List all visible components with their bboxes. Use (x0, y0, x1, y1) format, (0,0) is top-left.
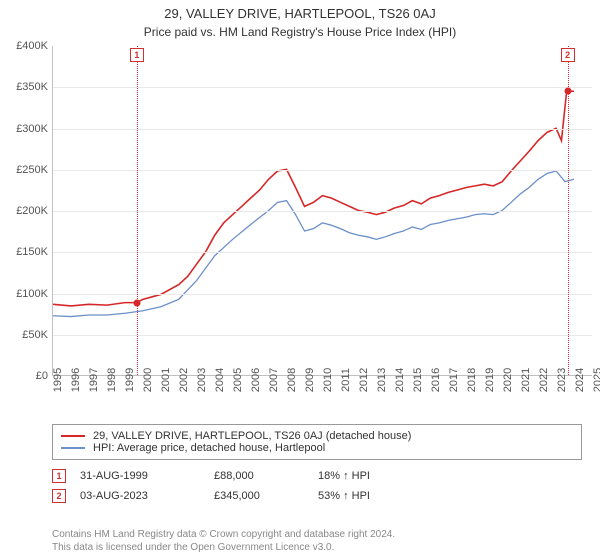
sale-vline (568, 46, 569, 375)
legend-row-hpi: HPI: Average price, detached house, Hart… (61, 442, 573, 454)
sale-row-date: 03-AUG-2023 (80, 490, 200, 502)
series-line-property (53, 91, 574, 306)
x-tick-label: 2008 (286, 368, 298, 392)
x-tick-label: 2004 (214, 368, 226, 392)
legend: 29, VALLEY DRIVE, HARTLEPOOL, TS26 0AJ (… (52, 424, 582, 506)
y-tick-label: £200K (16, 205, 48, 217)
footer-line-2: This data is licensed under the Open Gov… (52, 541, 582, 554)
page-subtitle: Price paid vs. HM Land Registry's House … (0, 21, 600, 39)
y-tick-label: £0 (36, 370, 48, 382)
gridline (53, 335, 592, 336)
sale-vline (137, 46, 138, 375)
gridline (53, 294, 592, 295)
x-tick-label: 2020 (502, 368, 514, 392)
x-tick-label: 2015 (412, 368, 424, 392)
legend-row-property: 29, VALLEY DRIVE, HARTLEPOOL, TS26 0AJ (… (61, 430, 573, 442)
sale-row-marker: 2 (52, 489, 66, 503)
x-tick-label: 2023 (556, 368, 568, 392)
chart: £0£50K£100K£150K£200K£250K£300K£350K£400… (0, 46, 600, 416)
sale-marker: 1 (130, 48, 144, 62)
footer: Contains HM Land Registry data © Crown c… (52, 528, 582, 554)
y-axis: £0£50K£100K£150K£200K£250K£300K£350K£400… (0, 46, 52, 376)
sale-row: 2 03-AUG-2023 £345,000 53% ↑ HPI (52, 486, 582, 506)
x-tick-label: 2007 (268, 368, 280, 392)
series-line-hpi (53, 171, 574, 317)
sale-marker: 2 (561, 48, 575, 62)
sale-row-price: £88,000 (214, 470, 304, 482)
x-tick-label: 2000 (142, 368, 154, 392)
y-tick-label: £150K (16, 246, 48, 258)
sale-rows: 1 31-AUG-1999 £88,000 18% ↑ HPI 2 03-AUG-2023… (52, 466, 582, 506)
x-tick-label: 2009 (304, 368, 316, 392)
x-tick-label: 2022 (538, 368, 550, 392)
x-tick-label: 2003 (196, 368, 208, 392)
legend-box: 29, VALLEY DRIVE, HARTLEPOOL, TS26 0AJ (… (52, 424, 582, 460)
sale-point (564, 88, 571, 95)
page-title: 29, VALLEY DRIVE, HARTLEPOOL, TS26 0AJ (0, 0, 600, 21)
x-tick-label: 2017 (448, 368, 460, 392)
x-tick-label: 2021 (520, 368, 532, 392)
y-tick-label: £350K (16, 81, 48, 93)
y-tick-label: £50K (22, 329, 48, 341)
legend-swatch-hpi (61, 447, 85, 449)
x-tick-label: 2018 (466, 368, 478, 392)
sale-point (133, 300, 140, 307)
x-tick-label: 1996 (70, 368, 82, 392)
legend-label-property: 29, VALLEY DRIVE, HARTLEPOOL, TS26 0AJ (… (93, 430, 411, 442)
x-tick-label: 2006 (250, 368, 262, 392)
x-tick-label: 2013 (376, 368, 388, 392)
x-tick-label: 2019 (484, 368, 496, 392)
x-tick-label: 2001 (160, 368, 172, 392)
x-tick-label: 2025 (592, 368, 600, 392)
gridline (53, 87, 592, 88)
sale-row-pct: 53% ↑ HPI (318, 490, 418, 502)
x-tick-label: 2014 (394, 368, 406, 392)
sale-row: 1 31-AUG-1999 £88,000 18% ↑ HPI (52, 466, 582, 486)
gridline (53, 211, 592, 212)
sale-row-price: £345,000 (214, 490, 304, 502)
x-axis: 1995199619971998199920002001200220032004… (52, 376, 592, 416)
sale-row-pct: 18% ↑ HPI (318, 470, 418, 482)
footer-line-1: Contains HM Land Registry data © Crown c… (52, 528, 582, 541)
x-tick-label: 1999 (124, 368, 136, 392)
x-tick-label: 2016 (430, 368, 442, 392)
sale-row-marker: 1 (52, 469, 66, 483)
legend-swatch-property (61, 435, 85, 437)
x-tick-label: 1998 (106, 368, 118, 392)
x-tick-label: 2002 (178, 368, 190, 392)
gridline (53, 129, 592, 130)
x-tick-label: 2012 (358, 368, 370, 392)
x-tick-label: 2010 (322, 368, 334, 392)
x-tick-label: 2024 (574, 368, 586, 392)
x-tick-label: 2011 (340, 368, 352, 392)
gridline (53, 252, 592, 253)
plot-area: 12 (52, 46, 592, 376)
x-tick-label: 1997 (88, 368, 100, 392)
legend-label-hpi: HPI: Average price, detached house, Hart… (93, 442, 325, 454)
y-tick-label: £100K (16, 288, 48, 300)
x-tick-label: 1995 (52, 368, 64, 392)
x-tick-label: 2005 (232, 368, 244, 392)
y-tick-label: £250K (16, 164, 48, 176)
y-tick-label: £400K (16, 40, 48, 52)
gridline (53, 170, 592, 171)
y-tick-label: £300K (16, 123, 48, 135)
sale-row-date: 31-AUG-1999 (80, 470, 200, 482)
